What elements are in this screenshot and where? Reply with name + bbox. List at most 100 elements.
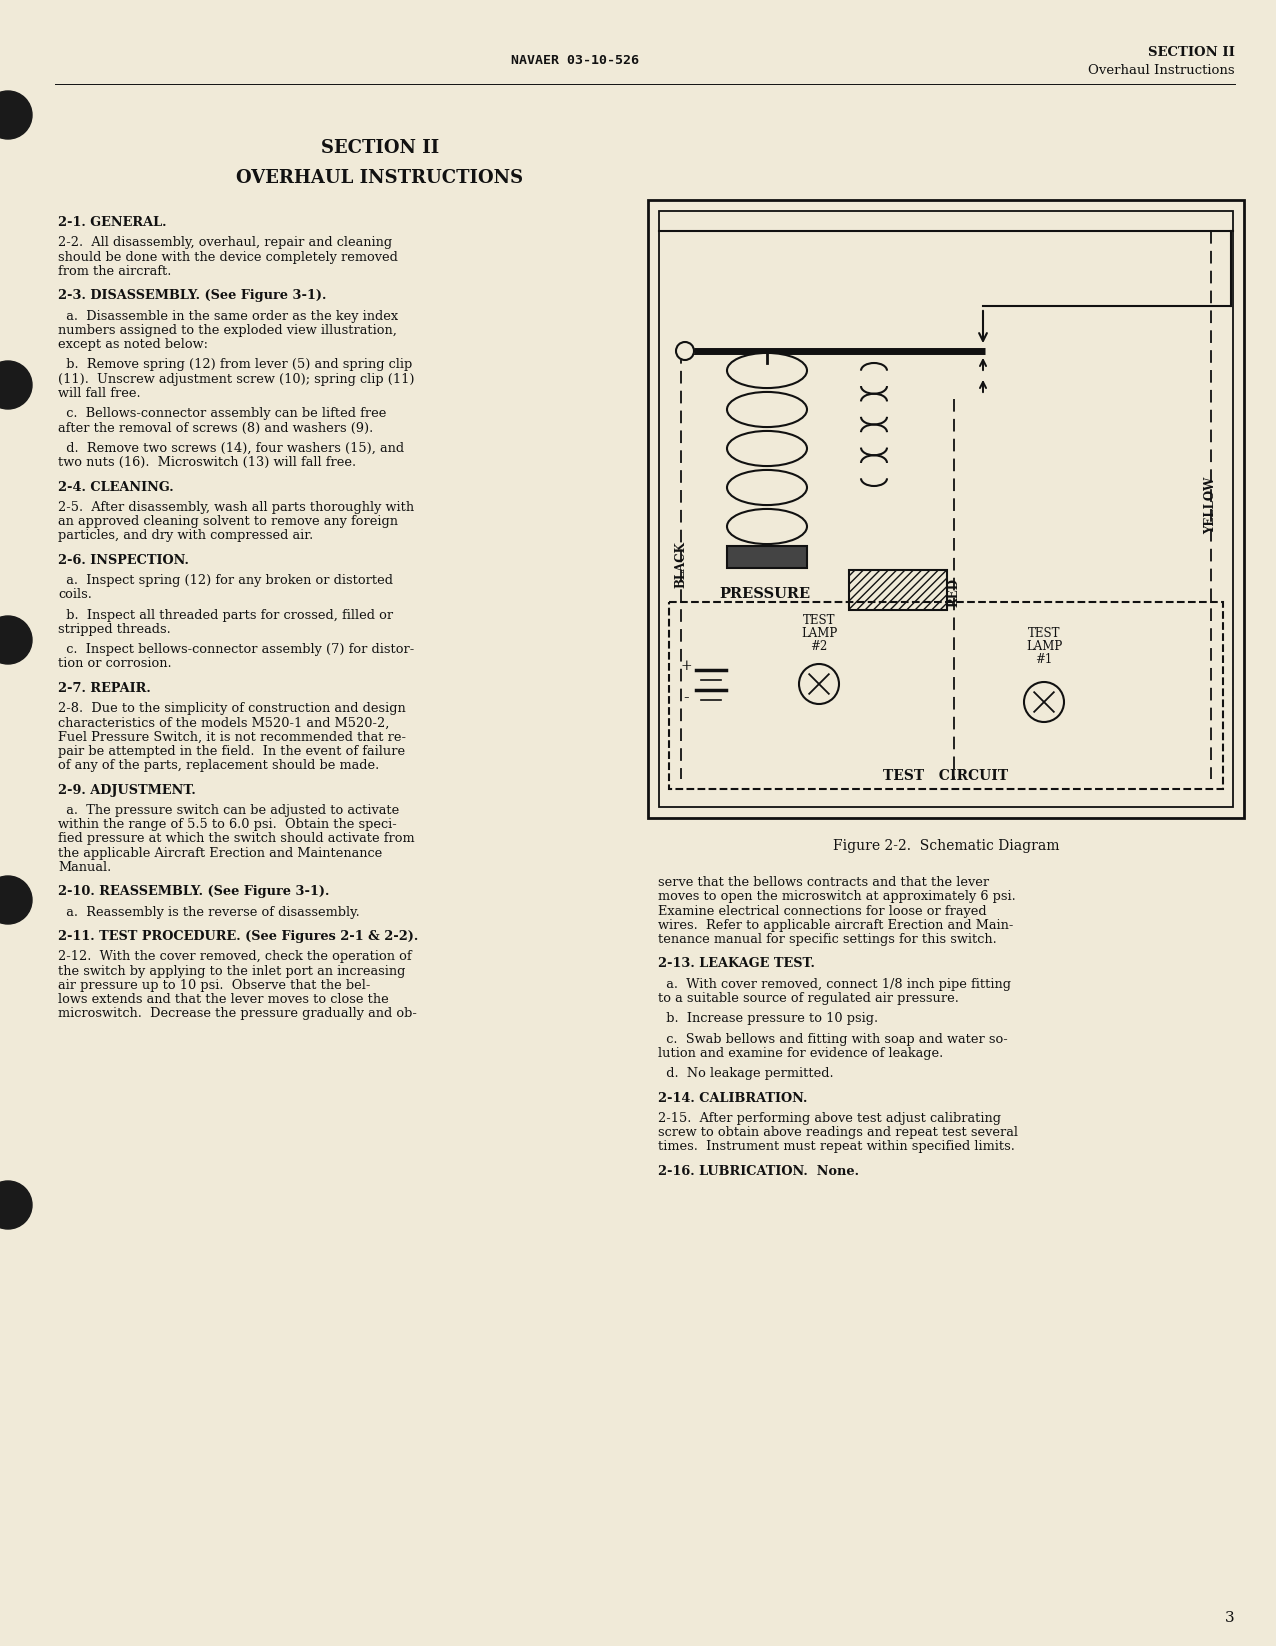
Text: 2-2.  All disassembly, overhaul, repair and cleaning: 2-2. All disassembly, overhaul, repair a…	[57, 237, 392, 249]
Text: c.  Bellows-connector assembly can be lifted free: c. Bellows-connector assembly can be lif…	[57, 407, 387, 420]
Text: YELLOW: YELLOW	[1205, 476, 1217, 533]
Text: c.  Swab bellows and fitting with soap and water so-: c. Swab bellows and fitting with soap an…	[658, 1032, 1008, 1045]
Text: 3: 3	[1225, 1611, 1235, 1625]
Text: two nuts (16).  Microswitch (13) will fall free.: two nuts (16). Microswitch (13) will fal…	[57, 456, 356, 469]
Circle shape	[0, 360, 32, 408]
Circle shape	[0, 876, 32, 923]
Text: NAVAER 03-10-526: NAVAER 03-10-526	[510, 54, 639, 66]
Text: after the removal of screws (8) and washers (9).: after the removal of screws (8) and wash…	[57, 421, 374, 435]
Text: TEST: TEST	[803, 614, 836, 627]
Text: SECTION II: SECTION II	[320, 138, 439, 156]
Text: PRESSURE: PRESSURE	[718, 588, 810, 601]
Text: tion or corrosion.: tion or corrosion.	[57, 657, 172, 670]
Text: a.  Disassemble in the same order as the key index: a. Disassemble in the same order as the …	[57, 309, 398, 323]
Text: 2-7. REPAIR.: 2-7. REPAIR.	[57, 681, 151, 695]
Text: 2-13. LEAKAGE TEST.: 2-13. LEAKAGE TEST.	[658, 958, 815, 971]
Text: #1: #1	[1035, 653, 1053, 667]
Text: wires.  Refer to applicable aircraft Erection and Main-: wires. Refer to applicable aircraft Erec…	[658, 918, 1013, 932]
Text: 2-10. REASSEMBLY. (See Figure 3-1).: 2-10. REASSEMBLY. (See Figure 3-1).	[57, 886, 329, 899]
Text: b.  Remove spring (12) from lever (5) and spring clip: b. Remove spring (12) from lever (5) and…	[57, 359, 412, 372]
Text: OVERHAUL INSTRUCTIONS: OVERHAUL INSTRUCTIONS	[236, 170, 523, 188]
Text: coils.: coils.	[57, 588, 92, 601]
Text: an approved cleaning solvent to remove any foreign: an approved cleaning solvent to remove a…	[57, 515, 398, 528]
Bar	[727, 546, 806, 568]
Text: BLACK: BLACK	[675, 542, 688, 588]
Text: 2-16. LUBRICATION.  None.: 2-16. LUBRICATION. None.	[658, 1165, 859, 1179]
Text: 2-9. ADJUSTMENT.: 2-9. ADJUSTMENT.	[57, 783, 195, 797]
Text: Overhaul Instructions: Overhaul Instructions	[1088, 64, 1235, 76]
Bar	[648, 201, 1244, 818]
Text: stripped threads.: stripped threads.	[57, 622, 171, 635]
Text: will fall free.: will fall free.	[57, 387, 140, 400]
Text: screw to obtain above readings and repeat test several: screw to obtain above readings and repea…	[658, 1126, 1018, 1139]
Text: 2-14. CALIBRATION.: 2-14. CALIBRATION.	[658, 1091, 808, 1104]
Text: Manual.: Manual.	[57, 861, 111, 874]
Circle shape	[0, 616, 32, 663]
Text: from the aircraft.: from the aircraft.	[57, 265, 171, 278]
Text: d.  Remove two screws (14), four washers (15), and: d. Remove two screws (14), four washers …	[57, 441, 404, 454]
Text: lows extends and that the lever moves to close the: lows extends and that the lever moves to…	[57, 993, 389, 1006]
Text: 2-11. TEST PROCEDURE. (See Figures 2-1 & 2-2).: 2-11. TEST PROCEDURE. (See Figures 2-1 &…	[57, 930, 419, 943]
Text: fied pressure at which the switch should activate from: fied pressure at which the switch should…	[57, 833, 415, 846]
Text: 2-4. CLEANING.: 2-4. CLEANING.	[57, 481, 174, 494]
Text: b.  Inspect all threaded parts for crossed, filled or: b. Inspect all threaded parts for crosse…	[57, 609, 393, 622]
Text: 2-6. INSPECTION.: 2-6. INSPECTION.	[57, 553, 189, 566]
Text: lution and examine for evidence of leakage.: lution and examine for evidence of leaka…	[658, 1047, 943, 1060]
Text: RED: RED	[948, 578, 961, 607]
Text: serve that the bellows contracts and that the lever: serve that the bellows contracts and tha…	[658, 876, 989, 889]
Text: within the range of 5.5 to 6.0 psi.  Obtain the speci-: within the range of 5.5 to 6.0 psi. Obta…	[57, 818, 397, 831]
Text: 2-3. DISASSEMBLY. (See Figure 3-1).: 2-3. DISASSEMBLY. (See Figure 3-1).	[57, 290, 327, 303]
Text: d.  No leakage permitted.: d. No leakage permitted.	[658, 1067, 833, 1080]
Text: times.  Instrument must repeat within specified limits.: times. Instrument must repeat within spe…	[658, 1141, 1014, 1154]
Text: microswitch.  Decrease the pressure gradually and ob-: microswitch. Decrease the pressure gradu…	[57, 1007, 417, 1021]
Text: a.  Reassembly is the reverse of disassembly.: a. Reassembly is the reverse of disassem…	[57, 905, 360, 918]
Text: (11).  Unscrew adjustment screw (10); spring clip (11): (11). Unscrew adjustment screw (10); spr…	[57, 372, 415, 385]
Text: should be done with the device completely removed: should be done with the device completel…	[57, 250, 398, 263]
Text: Fuel Pressure Switch, it is not recommended that re-: Fuel Pressure Switch, it is not recommen…	[57, 731, 406, 744]
Text: pair be attempted in the field.  In the event of failure: pair be attempted in the field. In the e…	[57, 746, 404, 759]
Text: moves to open the microswitch at approximately 6 psi.: moves to open the microswitch at approxi…	[658, 890, 1016, 904]
Ellipse shape	[727, 352, 806, 388]
Text: c.  Inspect bellows-connector assembly (7) for distor-: c. Inspect bellows-connector assembly (7…	[57, 644, 415, 657]
Text: b.  Increase pressure to 10 psig.: b. Increase pressure to 10 psig.	[658, 1012, 878, 1025]
Ellipse shape	[727, 509, 806, 545]
Text: #2: #2	[810, 640, 828, 653]
Ellipse shape	[727, 392, 806, 426]
Text: 2-12.  With the cover removed, check the operation of: 2-12. With the cover removed, check the …	[57, 950, 412, 963]
Text: particles, and dry with compressed air.: particles, and dry with compressed air.	[57, 530, 313, 543]
Circle shape	[799, 663, 840, 704]
Text: a.  The pressure switch can be adjusted to activate: a. The pressure switch can be adjusted t…	[57, 803, 399, 816]
Ellipse shape	[727, 471, 806, 505]
Text: to a suitable source of regulated air pressure.: to a suitable source of regulated air pr…	[658, 993, 958, 1006]
Text: 2-8.  Due to the simplicity of construction and design: 2-8. Due to the simplicity of constructi…	[57, 703, 406, 714]
Text: air pressure up to 10 psi.  Observe that the bel-: air pressure up to 10 psi. Observe that …	[57, 979, 370, 993]
Text: numbers assigned to the exploded view illustration,: numbers assigned to the exploded view il…	[57, 324, 397, 337]
Text: the applicable Aircraft Erection and Maintenance: the applicable Aircraft Erection and Mai…	[57, 846, 383, 859]
Text: the switch by applying to the inlet port an increasing: the switch by applying to the inlet port…	[57, 965, 406, 978]
Circle shape	[0, 91, 32, 138]
Circle shape	[1025, 681, 1064, 723]
Text: of any of the parts, replacement should be made.: of any of the parts, replacement should …	[57, 759, 379, 772]
Text: 2-15.  After performing above test adjust calibrating: 2-15. After performing above test adjust…	[658, 1113, 1000, 1124]
Text: LAMP: LAMP	[801, 627, 837, 640]
Circle shape	[676, 342, 694, 360]
Text: -: -	[683, 690, 689, 706]
Text: tenance manual for specific settings for this switch.: tenance manual for specific settings for…	[658, 933, 997, 946]
Text: Figure 2-2.  Schematic Diagram: Figure 2-2. Schematic Diagram	[833, 839, 1059, 853]
Text: LAMP: LAMP	[1026, 640, 1062, 653]
Text: 2-1. GENERAL.: 2-1. GENERAL.	[57, 216, 166, 229]
Text: TEST   CIRCUIT: TEST CIRCUIT	[883, 769, 1008, 783]
Text: 2-5.  After disassembly, wash all parts thoroughly with: 2-5. After disassembly, wash all parts t…	[57, 500, 415, 514]
Bar	[849, 570, 947, 611]
Text: except as noted below:: except as noted below:	[57, 337, 208, 351]
Text: Examine electrical connections for loose or frayed: Examine electrical connections for loose…	[658, 905, 986, 917]
Text: +: +	[680, 658, 692, 673]
Text: TEST: TEST	[1027, 627, 1060, 640]
Text: a.  With cover removed, connect 1/8 inch pipe fitting: a. With cover removed, connect 1/8 inch …	[658, 978, 1011, 991]
Text: a.  Inspect spring (12) for any broken or distorted: a. Inspect spring (12) for any broken or…	[57, 574, 393, 588]
Bar	[658, 211, 1233, 807]
Text: SECTION II: SECTION II	[1148, 46, 1235, 59]
Bar	[669, 602, 1222, 788]
Ellipse shape	[727, 431, 806, 466]
Circle shape	[0, 1180, 32, 1230]
